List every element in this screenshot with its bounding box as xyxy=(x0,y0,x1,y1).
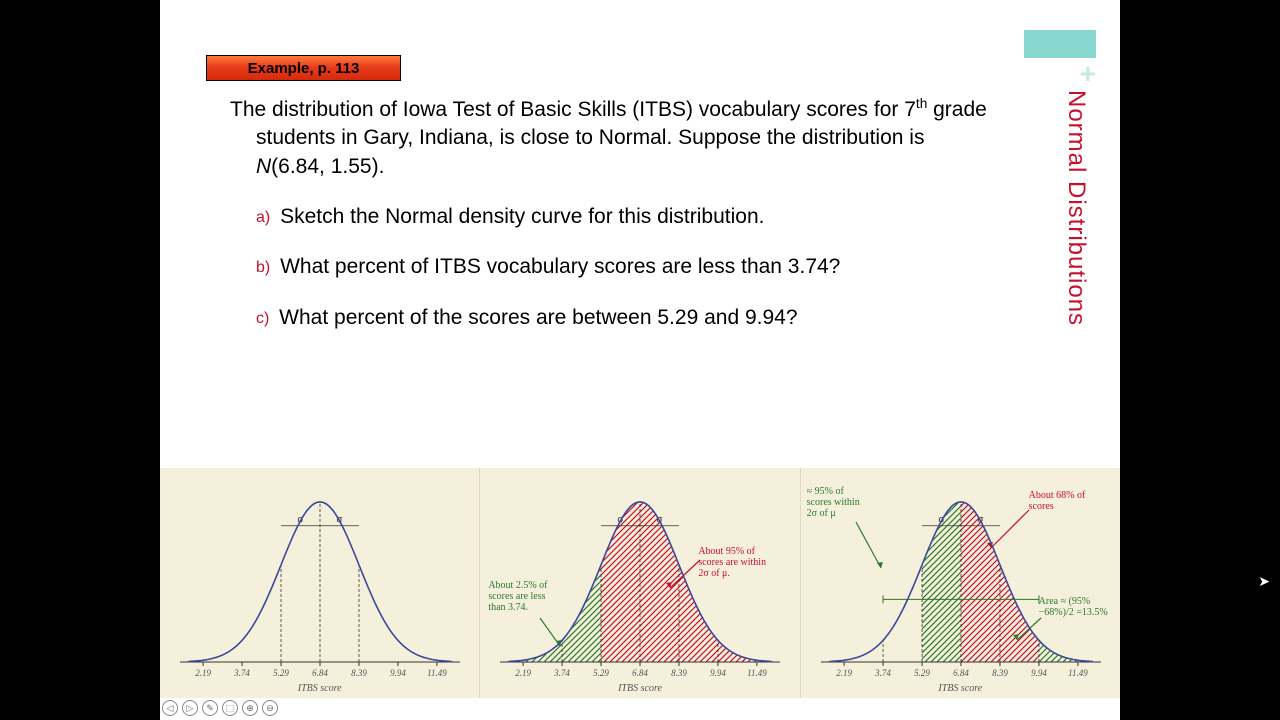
cursor-icon: ➤ xyxy=(1258,573,1270,590)
svg-text:5.29: 5.29 xyxy=(593,668,609,678)
svg-text:8.39: 8.39 xyxy=(671,668,687,678)
decor-teal-box xyxy=(1024,30,1096,58)
slide: + Normal Distributions Example, p. 113 T… xyxy=(160,0,1120,720)
svg-text:3.74: 3.74 xyxy=(233,668,250,678)
view-button[interactable]: ⬚ xyxy=(222,700,238,716)
decor-plus-icon: + xyxy=(1080,58,1096,90)
example-header: Example, p. 113 xyxy=(206,55,401,81)
svg-text:3.74: 3.74 xyxy=(554,668,571,678)
intro-t4: (6.84, 1.55). xyxy=(271,155,384,178)
slideshow-controls: ◁ ▷ ✎ ⬚ ⊕ ⊖ xyxy=(160,698,280,718)
qtext-b: What percent of ITBS vocabulary scores a… xyxy=(280,255,840,278)
chart2-annot-green: About 2.5% of scores are less than 3.74. xyxy=(488,580,558,613)
prev-button[interactable]: ◁ xyxy=(162,700,178,716)
question-a: a) Sketch the Normal density curve for t… xyxy=(230,203,990,231)
svg-text:9.94: 9.94 xyxy=(710,668,726,678)
chart-2: 2.193.745.296.848.399.9411.49σσ About 2.… xyxy=(480,468,800,698)
chart3-annot-tl: ≈ 95% of scores within 2σ of μ xyxy=(807,486,869,519)
svg-text:11.49: 11.49 xyxy=(427,668,447,678)
svg-text:9.94: 9.94 xyxy=(390,668,406,678)
svg-text:9.94: 9.94 xyxy=(1031,668,1047,678)
svg-text:11.49: 11.49 xyxy=(1068,668,1088,678)
qlabel-c: c) xyxy=(256,310,269,327)
intro-t2: scores for 7 xyxy=(806,98,916,121)
svg-text:6.84: 6.84 xyxy=(632,668,648,678)
chart3-xlabel: ITBS score xyxy=(801,683,1120,694)
zoom-out-button[interactable]: ⊖ xyxy=(262,700,278,716)
svg-text:2.19: 2.19 xyxy=(516,668,532,678)
chart2-xlabel: ITBS score xyxy=(480,683,799,694)
side-title: Normal Distributions xyxy=(1062,90,1090,326)
pen-button[interactable]: ✎ xyxy=(202,700,218,716)
svg-text:3.74: 3.74 xyxy=(874,668,891,678)
svg-text:8.39: 8.39 xyxy=(351,668,367,678)
svg-text:8.39: 8.39 xyxy=(992,668,1008,678)
zoom-in-button[interactable]: ⊕ xyxy=(242,700,258,716)
chart3-annot-br: Area ≈ (95%−68%)/2 =13.5% xyxy=(1039,596,1119,618)
qlabel-b: b) xyxy=(256,259,270,276)
qtext-a: Sketch the Normal density curve for this… xyxy=(280,205,764,228)
svg-text:5.29: 5.29 xyxy=(914,668,930,678)
question-c: c) What percent of the scores are betwee… xyxy=(230,304,990,332)
intro-t1: The distribution of Iowa Test of Basic S… xyxy=(230,98,806,121)
svg-text:5.29: 5.29 xyxy=(273,668,289,678)
next-button[interactable]: ▷ xyxy=(182,700,198,716)
question-b: b) What percent of ITBS vocabulary score… xyxy=(230,253,990,281)
chart3-annot-tr: About 68% of scores xyxy=(1029,490,1099,512)
svg-text:2.19: 2.19 xyxy=(195,668,211,678)
svg-text:11.49: 11.49 xyxy=(747,668,767,678)
chart-1: 2.193.745.296.848.399.9411.49σσ ITBS sco… xyxy=(160,468,480,698)
intro-paragraph: The distribution of Iowa Test of Basic S… xyxy=(230,95,990,181)
svg-text:6.84: 6.84 xyxy=(953,668,969,678)
svg-text:6.84: 6.84 xyxy=(312,668,328,678)
content-area: The distribution of Iowa Test of Basic S… xyxy=(230,95,990,354)
svg-text:2.19: 2.19 xyxy=(836,668,852,678)
chart2-annot-red: About 95% of scores are within 2σ of μ. xyxy=(698,546,778,579)
qtext-c: What percent of the scores are between 5… xyxy=(279,306,797,329)
intro-sup: th xyxy=(916,96,927,111)
qlabel-a: a) xyxy=(256,209,270,226)
charts-row: 2.193.745.296.848.399.9411.49σσ ITBS sco… xyxy=(160,468,1120,698)
intro-ital: N xyxy=(256,155,271,178)
chart-3: 2.193.745.296.848.399.9411.49σσ ≈ 95% of… xyxy=(801,468,1120,698)
chart1-xlabel: ITBS score xyxy=(160,683,479,694)
